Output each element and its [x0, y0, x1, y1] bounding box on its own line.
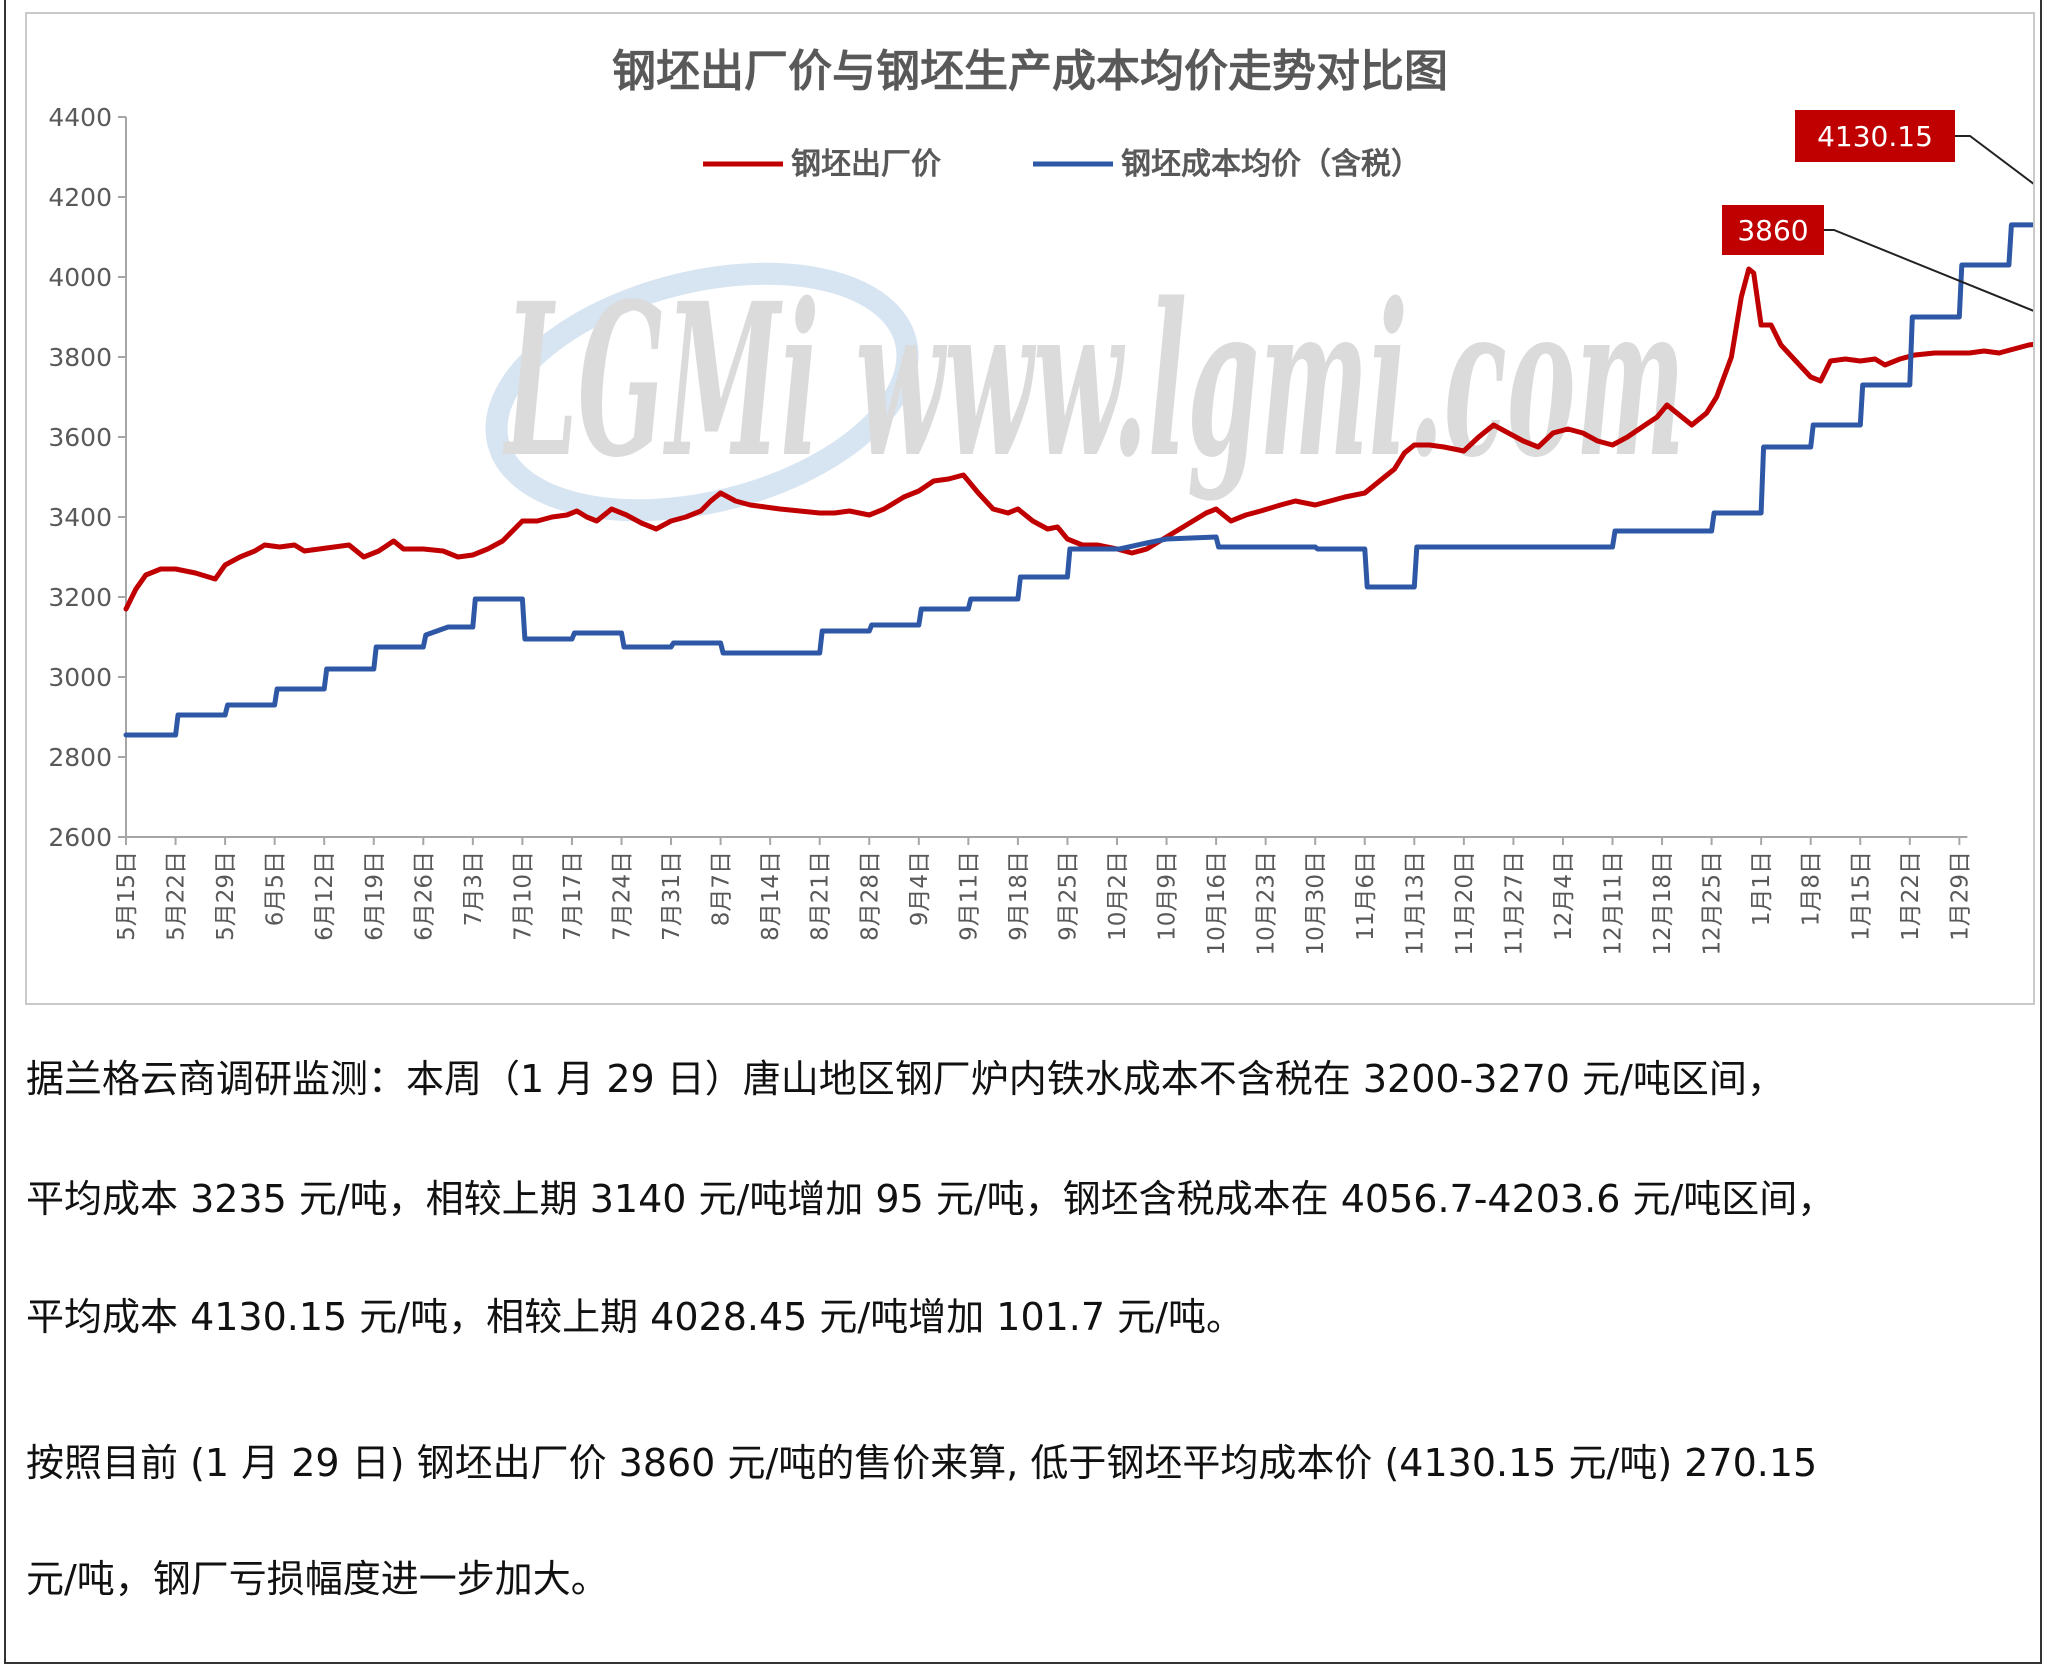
y-tick-label: 2600	[48, 823, 112, 852]
x-tick-label: 12月11日	[1601, 851, 1627, 956]
x-tick-label: 12月4日	[1551, 851, 1577, 941]
watermark-text: LGMi www.lgmi.com	[503, 257, 1685, 504]
legend: 钢坯出厂价 钢坯成本均价（含税）	[703, 147, 1421, 182]
annotation-leader-2	[1824, 229, 2033, 312]
paragraph-4: 按照目前 (1 月 29 日) 钢坯出厂价 3860 元/吨的售价来算, 低于钢…	[26, 1441, 1818, 1485]
x-tick-label: 11月13日	[1402, 851, 1428, 956]
x-tick-label: 10月23日	[1254, 851, 1280, 956]
x-tick-label: 7月31日	[659, 851, 685, 941]
x-tick-label: 9月4日	[907, 851, 933, 926]
annotation-box-1	[1795, 110, 1955, 162]
legend-label-2: 钢坯成本均价（含税）	[1121, 147, 1421, 182]
x-tick-label: 5月29日	[213, 851, 239, 941]
x-tick-label: 10月9日	[1155, 851, 1181, 941]
x-tick-label: 1月15日	[1848, 851, 1874, 941]
chart-container: LGMi www.lgmi.com 钢坯出厂价与钢坯生产成本均价走势对比图 钢坯…	[25, 12, 2035, 1005]
x-tick-label: 11月27日	[1501, 851, 1527, 956]
page-frame	[4, 0, 2042, 1664]
x-tick-label: 6月19日	[362, 851, 388, 941]
x-tick-label: 1月8日	[1799, 851, 1825, 926]
y-tick-label: 3000	[48, 663, 112, 692]
annotation-leader-1	[1955, 135, 2033, 185]
x-tick-label: 12月18日	[1650, 851, 1676, 956]
y-tick-label: 3800	[48, 343, 112, 372]
x-tick-label: 7月24日	[610, 851, 636, 941]
x-tick-label: 10月16日	[1204, 851, 1230, 956]
legend-label-1: 钢坯出厂价	[791, 147, 941, 182]
y-tick-label: 4200	[48, 183, 112, 212]
x-tick-label: 9月11日	[956, 851, 982, 941]
annotation-label-2: 3860	[1737, 214, 1808, 247]
x-tick-label: 6月26日	[411, 851, 437, 941]
x-tick-label: 5月15日	[114, 851, 140, 941]
x-tick-label: 1月29日	[1947, 851, 1973, 941]
y-tick-label: 2800	[48, 743, 112, 772]
chart: LGMi www.lgmi.com 钢坯出厂价与钢坯生产成本均价走势对比图 钢坯…	[48, 46, 2033, 956]
x-tick-label: 10月30日	[1303, 851, 1329, 956]
x-tick-label: 10月2日	[1105, 851, 1131, 941]
x-tick-label: 12月25日	[1700, 851, 1726, 956]
x-tick-label: 9月25日	[1055, 851, 1081, 941]
x-tick-label: 7月10日	[510, 851, 536, 941]
annotation-label-1: 4130.15	[1817, 120, 1933, 153]
y-tick-label: 4000	[48, 263, 112, 292]
chart-title: 钢坯出厂价与钢坯生产成本均价走势对比图	[612, 46, 1448, 97]
watermark-logo: LGMi www.lgmi.com	[485, 257, 1685, 522]
paragraph-2: 平均成本 3235 元/吨，相较上期 3140 元/吨增加 95 元/吨，钢坯含…	[26, 1177, 1836, 1221]
x-tick-label: 6月5日	[263, 851, 289, 926]
x-tick-label: 1月22日	[1898, 851, 1924, 941]
y-tick-label: 3200	[48, 583, 112, 612]
annotation-box-2	[1722, 205, 1824, 255]
annotation-layer: 4130.15 3860	[1722, 110, 2033, 312]
x-tick-label: 7月17日	[560, 851, 586, 941]
series-line-2	[123, 222, 2033, 738]
series-layer	[123, 222, 2033, 738]
x-tick-label: 8月7日	[709, 851, 735, 926]
y-tick-label: 4400	[48, 103, 112, 132]
x-tick-label: 5月22日	[164, 851, 190, 941]
x-tick-label: 9月18日	[1006, 851, 1032, 941]
paragraph-3: 平均成本 4130.15 元/吨，相较上期 4028.45 元/吨增加 101.…	[26, 1295, 1244, 1339]
x-tick-label: 11月6日	[1353, 851, 1379, 941]
x-tick-label: 8月14日	[758, 851, 784, 941]
x-tick-label: 8月21日	[808, 851, 834, 941]
x-tick-label: 1月1日	[1749, 851, 1775, 926]
paragraph-1: 据兰格云商调研监测：本周（1 月 29 日）唐山地区钢厂炉内铁水成本不含税在 3…	[26, 1057, 1785, 1101]
y-tick-label: 3400	[48, 503, 112, 532]
x-tick-label: 11月20日	[1452, 851, 1478, 956]
x-tick-label: 6月12日	[312, 851, 338, 941]
x-tick-label: 8月28日	[857, 851, 883, 941]
paragraph-5: 元/吨，钢厂亏损幅度进一步加大。	[26, 1557, 609, 1601]
y-tick-label: 3600	[48, 423, 112, 452]
axes: 2600 2800 3000 3200 3400 3600 3800 4000 4200 4400…	[48, 103, 1973, 956]
x-tick-label: 7月3日	[461, 851, 487, 926]
